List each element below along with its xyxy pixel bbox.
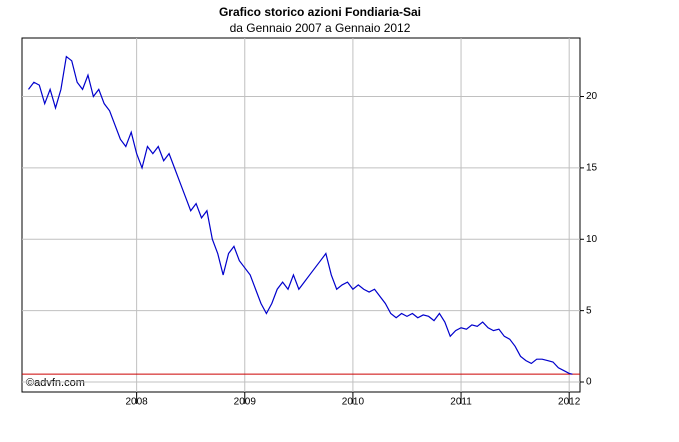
y-tick-label: 15 bbox=[586, 163, 598, 174]
x-tick-label: 2008 bbox=[126, 397, 149, 408]
y-tick-label: 0 bbox=[586, 377, 592, 388]
y-tick-label: 20 bbox=[586, 91, 598, 102]
y-tick-label: 5 bbox=[586, 305, 592, 316]
plot-frame bbox=[21, 37, 581, 393]
x-tick-label: 2009 bbox=[234, 397, 257, 408]
chart-subtitle: da Gennaio 2007 a Gennaio 2012 bbox=[230, 21, 411, 35]
price-line bbox=[28, 55, 573, 375]
chart-title: Grafico storico azioni Fondiaria-Sai bbox=[219, 5, 421, 19]
x-tick-label: 2012 bbox=[558, 397, 581, 408]
watermark: ©advfn.com bbox=[26, 377, 85, 389]
x-tick-label: 2010 bbox=[342, 397, 365, 408]
y-tick-label: 10 bbox=[586, 234, 598, 245]
x-tick-label: 2011 bbox=[450, 397, 472, 408]
